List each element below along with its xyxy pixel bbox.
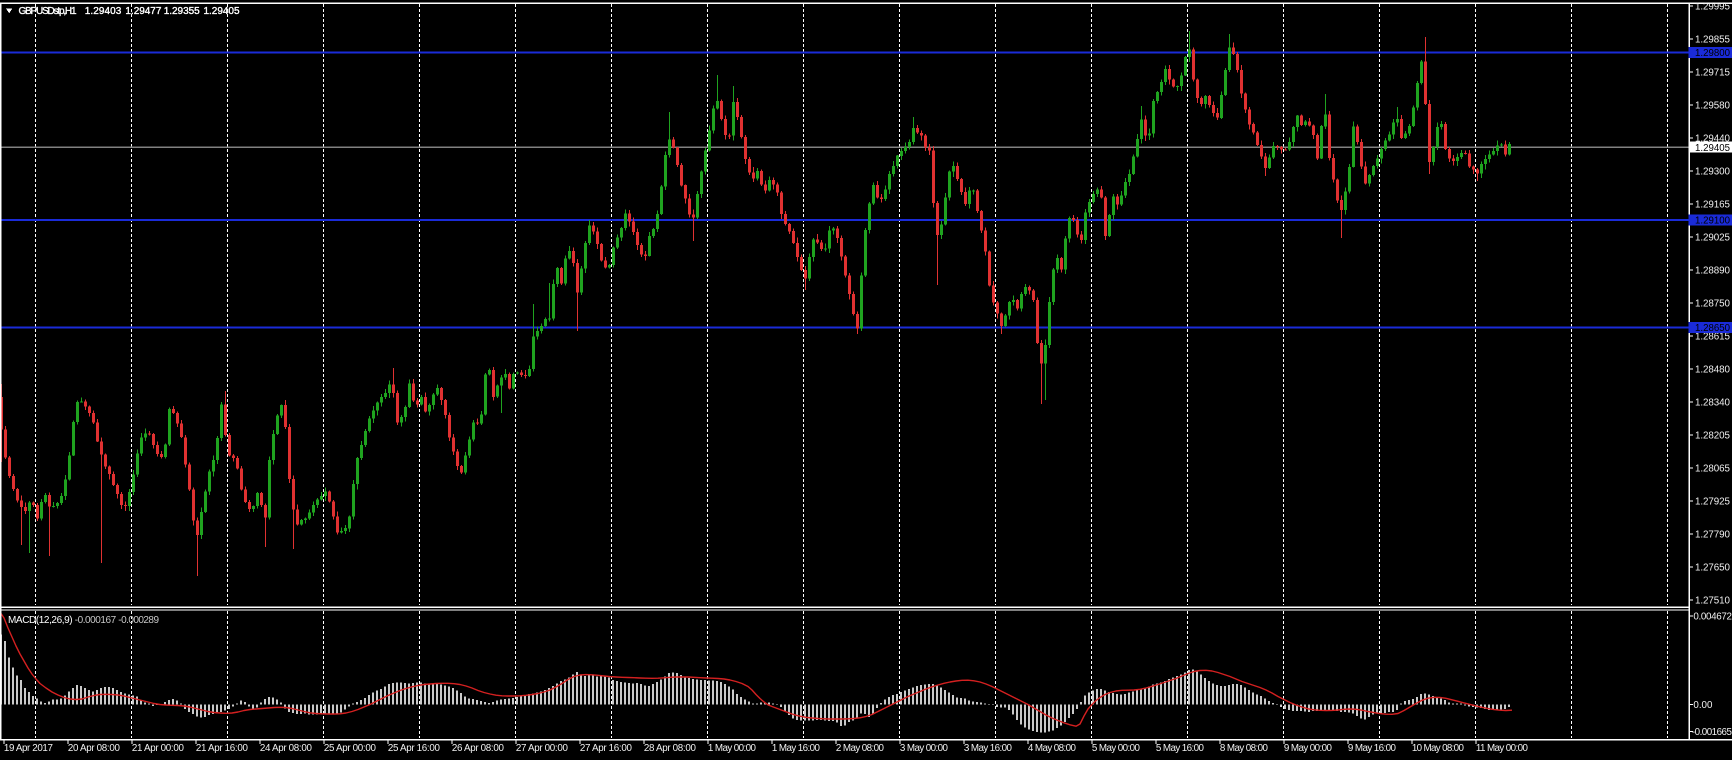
svg-text:1.29405: 1.29405: [204, 6, 240, 17]
svg-text:1.29405: 1.29405: [1695, 143, 1731, 154]
svg-text:27 Apr 00:00: 27 Apr 00:00: [516, 743, 569, 754]
svg-text:1.29300: 1.29300: [1695, 167, 1731, 178]
svg-text:10 May 08:00: 10 May 08:00: [1412, 743, 1465, 754]
svg-text:5 May 00:00: 5 May 00:00: [1092, 743, 1141, 754]
svg-text:1.29800: 1.29800: [1695, 48, 1731, 59]
svg-text:20 Apr 08:00: 20 Apr 08:00: [68, 743, 121, 754]
svg-text:8 May 08:00: 8 May 08:00: [1220, 743, 1269, 754]
svg-text:1.28065: 1.28065: [1695, 464, 1731, 475]
svg-text:MACD(12,26,9): MACD(12,26,9): [8, 615, 73, 626]
svg-text:1.27790: 1.27790: [1695, 530, 1731, 541]
svg-text:0.004672: 0.004672: [1693, 612, 1732, 623]
svg-text:1.27510: 1.27510: [1695, 596, 1731, 607]
svg-text:9 May 16:00: 9 May 16:00: [1348, 743, 1397, 754]
svg-text:21 Apr 00:00: 21 Apr 00:00: [132, 743, 185, 754]
svg-text:1.28650: 1.28650: [1695, 323, 1731, 334]
svg-text:1.29355: 1.29355: [164, 6, 200, 17]
svg-text:26 Apr 08:00: 26 Apr 08:00: [452, 743, 505, 754]
svg-text:24 Apr 08:00: 24 Apr 08:00: [260, 743, 313, 754]
svg-text:1.29440: 1.29440: [1695, 134, 1731, 145]
svg-text:1.29165: 1.29165: [1695, 200, 1731, 211]
svg-text:-0.000289: -0.000289: [118, 615, 159, 626]
svg-text:-0.001665: -0.001665: [1692, 727, 1732, 738]
svg-text:1.28890: 1.28890: [1695, 266, 1731, 277]
svg-text:0.00: 0.00: [1693, 700, 1713, 711]
svg-text:1 May 00:00: 1 May 00:00: [708, 743, 757, 754]
svg-text:1.28205: 1.28205: [1695, 431, 1731, 442]
svg-text:11 May 00:00: 11 May 00:00: [1476, 743, 1529, 754]
svg-text:1.27925: 1.27925: [1695, 497, 1731, 508]
svg-text:19 Apr 2017: 19 Apr 2017: [4, 743, 53, 754]
svg-text:27 Apr 16:00: 27 Apr 16:00: [580, 743, 633, 754]
svg-text:3 May 00:00: 3 May 00:00: [900, 743, 949, 754]
svg-text:1.28480: 1.28480: [1695, 365, 1731, 376]
svg-text:1 May 16:00: 1 May 16:00: [772, 743, 821, 754]
svg-text:-0.000167: -0.000167: [75, 615, 117, 626]
svg-text:1.27650: 1.27650: [1695, 563, 1731, 574]
svg-text:1.29715: 1.29715: [1695, 68, 1731, 79]
svg-text:1.29025: 1.29025: [1695, 233, 1731, 244]
svg-text:4 May 08:00: 4 May 08:00: [1028, 743, 1077, 754]
svg-text:5 May 16:00: 5 May 16:00: [1156, 743, 1205, 754]
svg-text:GBPUSDstp,H1: GBPUSDstp,H1: [19, 6, 77, 17]
svg-text:28 Apr 08:00: 28 Apr 08:00: [644, 743, 697, 754]
svg-text:9 May 00:00: 9 May 00:00: [1284, 743, 1333, 754]
svg-text:1.29477: 1.29477: [125, 6, 161, 17]
svg-text:1.29100: 1.29100: [1695, 216, 1731, 227]
svg-text:1.29580: 1.29580: [1695, 101, 1731, 112]
svg-text:1.29403: 1.29403: [85, 6, 122, 17]
svg-text:1.29995: 1.29995: [1695, 2, 1731, 13]
svg-text:1.29855: 1.29855: [1695, 35, 1731, 46]
svg-text:25 Apr 00:00: 25 Apr 00:00: [324, 743, 377, 754]
svg-text:3 May 16:00: 3 May 16:00: [964, 743, 1013, 754]
svg-text:21 Apr 16:00: 21 Apr 16:00: [196, 743, 249, 754]
svg-text:1.28750: 1.28750: [1695, 299, 1731, 310]
svg-text:1.28340: 1.28340: [1695, 398, 1731, 409]
svg-text:2 May 08:00: 2 May 08:00: [836, 743, 885, 754]
svg-text:1.28615: 1.28615: [1695, 332, 1731, 343]
svg-text:25 Apr 16:00: 25 Apr 16:00: [388, 743, 441, 754]
